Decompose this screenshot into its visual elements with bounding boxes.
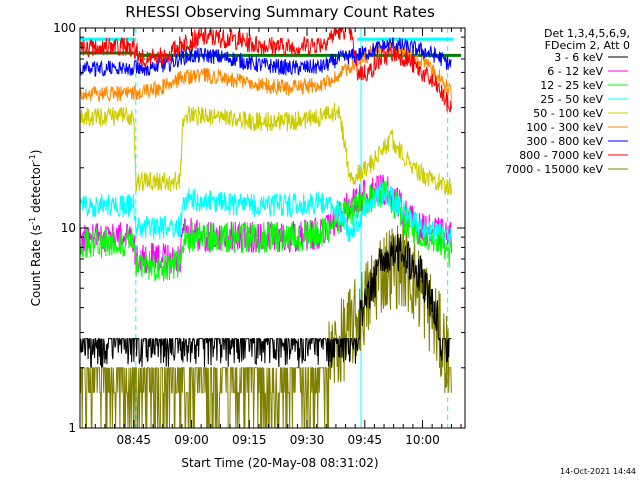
legend-entry-label: 50 - 100 keV [533, 107, 603, 120]
legend-header-line-1: Det 1,3,4,5,6,9, [544, 27, 630, 40]
x-tick-label: 08:45 [116, 433, 151, 447]
legend-entry-label: 800 - 7000 keV [519, 149, 603, 162]
x-tick-label: 09:30 [290, 433, 325, 447]
y-tick-label: 100 [53, 21, 76, 35]
legend-entry-label: 100 - 300 keV [526, 121, 603, 134]
legend-entry-label: 12 - 25 keV [540, 79, 603, 92]
chart-title: RHESSI Observing Summary Count Rates [125, 3, 435, 21]
y-tick-label: 10 [61, 221, 76, 235]
y-tick-label: 1 [68, 421, 76, 435]
legend-entry-label: 7000 - 15000 keV [505, 163, 603, 176]
legend-entry-label: 300 - 800 keV [526, 135, 603, 148]
series-line [80, 177, 452, 282]
x-axis-label: Start Time (20-May-08 08:31:02) [181, 456, 378, 470]
legend-entry-label: 3 - 6 keV [554, 51, 603, 64]
legend: Det 1,3,4,5,6,9, FDecim 2, Att 0 3 - 6 k… [505, 27, 630, 176]
legend-entry-label: 25 - 50 keV [540, 93, 603, 106]
axes: 1 10 100 08:45 09:00 09:15 09:30 09:45 10:00 [53, 21, 466, 447]
x-tick-label: 10:00 [405, 433, 440, 447]
legend-header-line-2: FDecim 2, Att 0 [545, 39, 630, 52]
series-line [80, 28, 452, 113]
footer-timestamp: 14-Oct-2021 14:44 [560, 467, 636, 476]
series-line [80, 234, 452, 368]
x-tick-label: 09:45 [347, 433, 382, 447]
y-axis-label: Count Rate (s-1 detector-1) [28, 150, 43, 307]
x-tick-label: 09:15 [232, 433, 267, 447]
x-tick-label: 09:00 [174, 433, 209, 447]
legend-entry-label: 6 - 12 keV [547, 65, 603, 78]
series-line [80, 224, 452, 428]
series-line [80, 182, 452, 246]
series-line [80, 102, 452, 195]
